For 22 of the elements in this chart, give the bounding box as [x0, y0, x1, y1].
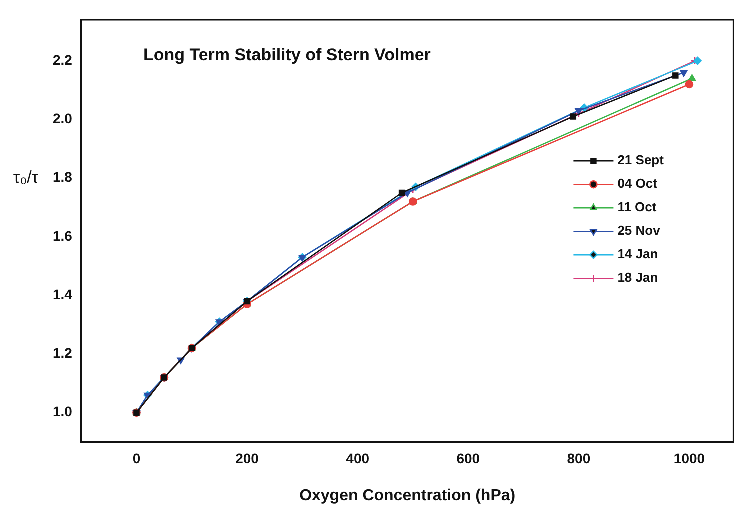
legend-label: 14 Jan	[618, 246, 658, 262]
y-tick-label: 1.0	[52, 404, 73, 420]
y-tick-label: 2.0	[52, 110, 73, 127]
legend-label: 18 Jan	[618, 270, 658, 286]
y-axis-title: τ₀/τ	[13, 168, 39, 188]
legend-label: 21 Sept	[618, 152, 665, 168]
x-tick-label: 800	[567, 450, 591, 466]
x-tick-label: 400	[346, 450, 370, 466]
legend-label: 25 Nov	[618, 223, 662, 238]
text: Long Term Stability of Stern Volmer	[143, 46, 432, 65]
x-tick-label: 0	[132, 450, 141, 466]
x-tick-label: 200	[236, 450, 260, 466]
x-tick-label: 600	[456, 450, 480, 466]
x-axis-title: Oxygen Concentration (hPa)	[300, 487, 516, 504]
y-tick-label: 2.2	[52, 52, 73, 68]
y-tick-label: 1.4	[52, 286, 73, 302]
y-tick-label: 1.2	[52, 345, 73, 362]
x-tick-label: 1000	[674, 450, 706, 466]
y-tick-label: 1.6	[52, 228, 73, 244]
legend-label: 11 Oct	[618, 200, 658, 215]
legend-label: 04 Oct	[618, 176, 658, 192]
y-tick-label: 1.8	[52, 169, 73, 186]
